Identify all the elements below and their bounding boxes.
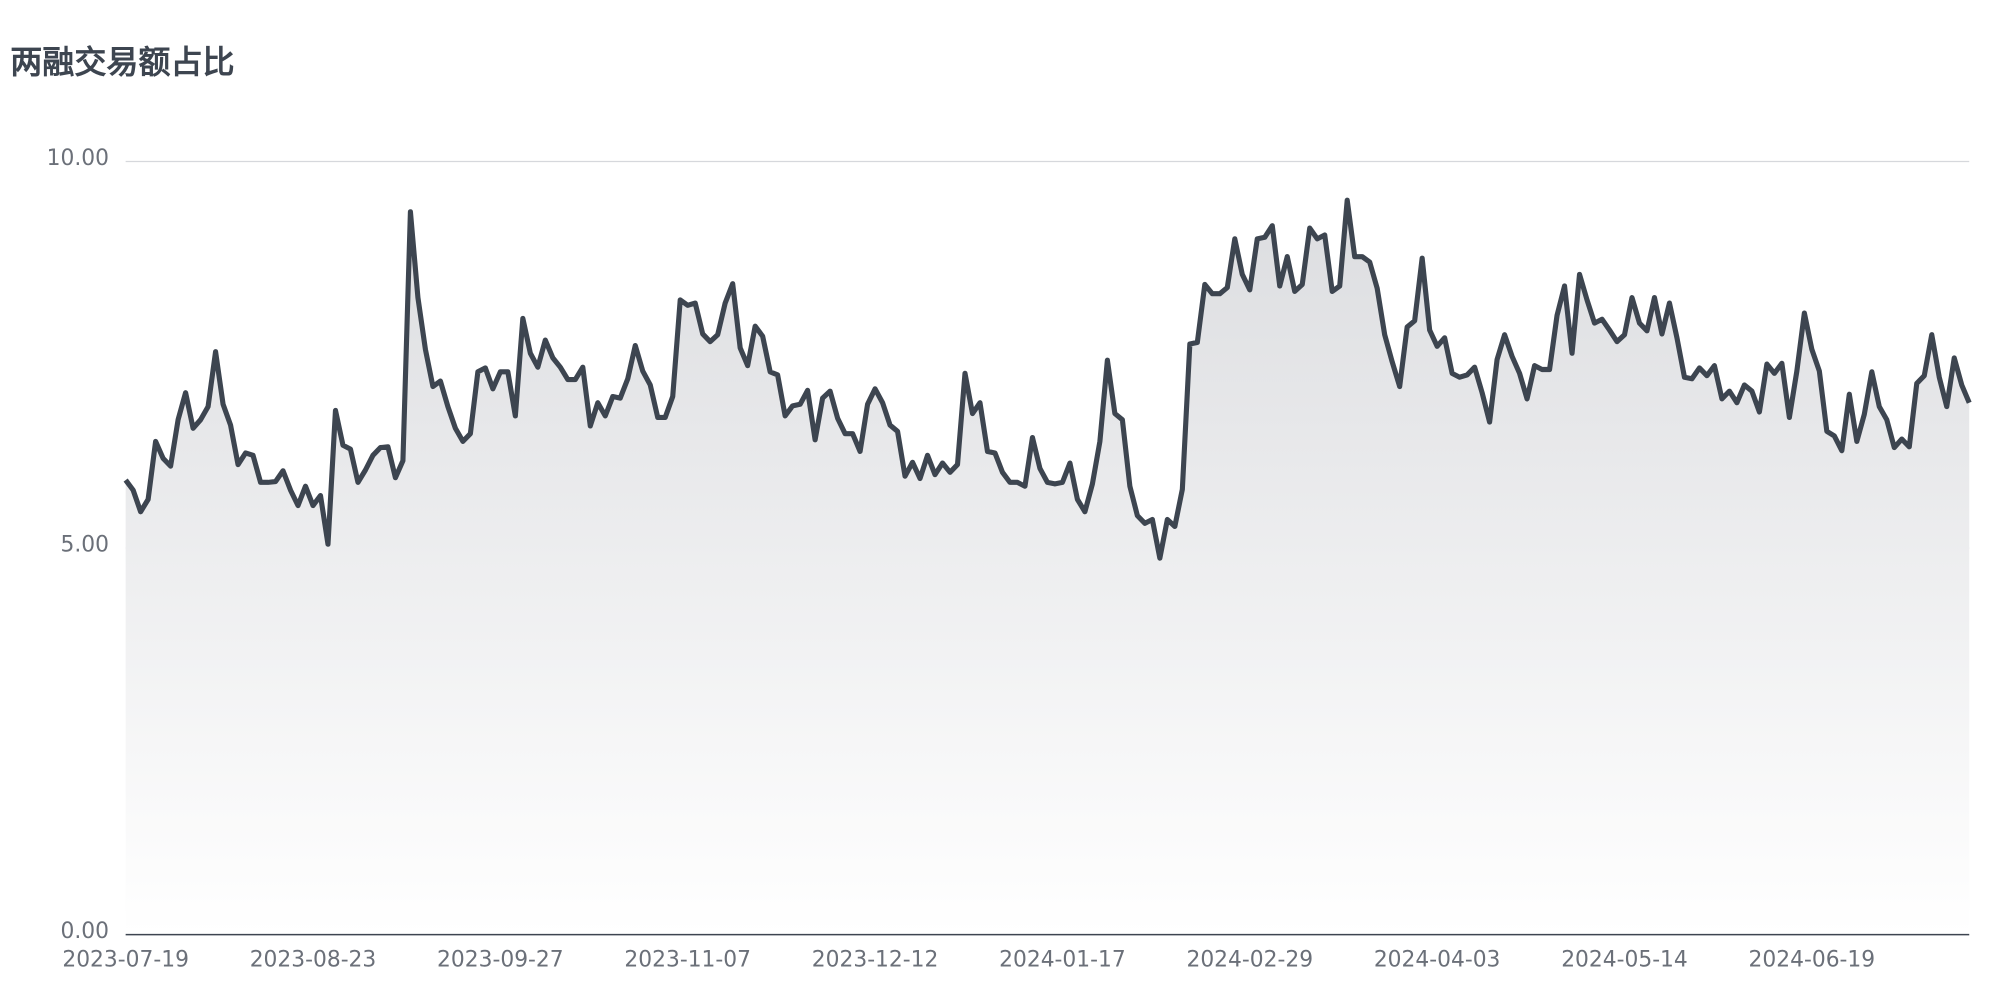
- y-tick-label: 0.00: [60, 919, 108, 944]
- x-tick-label: 2024-05-14: [1561, 947, 1688, 972]
- x-tick-label: 2023-12-12: [812, 947, 939, 972]
- y-tick-label: 5.00: [60, 533, 108, 558]
- x-tick-label: 2023-11-07: [624, 947, 751, 972]
- line: [123, 197, 1972, 561]
- x-tick-label: 2024-04-03: [1374, 947, 1501, 972]
- x-tick-label: 2024-06-19: [1749, 947, 1876, 972]
- y-tick-label: 10.00: [47, 146, 109, 171]
- x-tick-label: 2023-09-27: [437, 947, 564, 972]
- x-tick-label: 2023-08-23: [250, 947, 377, 972]
- x-tick-label: 2023-07-19: [62, 947, 189, 972]
- x-tick-label: 2024-01-17: [999, 947, 1126, 972]
- area: [125, 200, 1970, 935]
- chart-title: 两融交易额占比: [10, 43, 234, 81]
- x-tick-label: 2024-02-29: [1186, 947, 1313, 972]
